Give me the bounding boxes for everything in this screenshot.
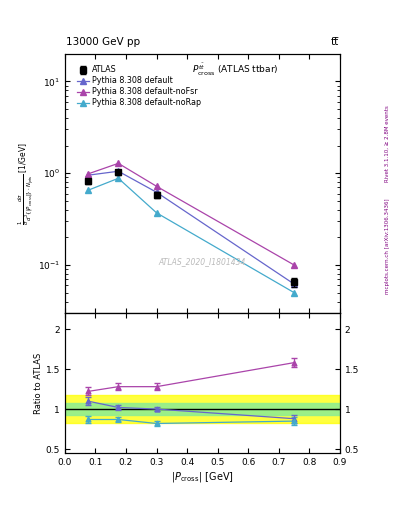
Text: $P_{\mathrm{cross}}^{t\bar{t}}$ (ATLAS ttbar): $P_{\mathrm{cross}}^{t\bar{t}}$ (ATLAS t…: [192, 61, 279, 78]
Pythia 8.308 default-noRap: [154, 210, 159, 216]
Text: Rivet 3.1.10, ≥ 2.8M events: Rivet 3.1.10, ≥ 2.8M events: [385, 105, 389, 182]
Pythia 8.308 default-noRap: [292, 290, 296, 296]
Pythia 8.308 default-noFsr: [116, 160, 121, 166]
Pythia 8.308 default: [292, 281, 296, 287]
Y-axis label: Ratio to ATLAS: Ratio to ATLAS: [34, 352, 43, 414]
Pythia 8.308 default-noRap: [85, 187, 90, 194]
Legend: ATLAS, Pythia 8.308 default, Pythia 8.308 default-noFsr, Pythia 8.308 default-no: ATLAS, Pythia 8.308 default, Pythia 8.30…: [74, 63, 204, 110]
X-axis label: $|P_{\mathrm{cross}}|$ [GeV]: $|P_{\mathrm{cross}}|$ [GeV]: [171, 470, 234, 484]
Text: 13000 GeV pp: 13000 GeV pp: [66, 37, 140, 47]
Pythia 8.308 default-noFsr: [292, 262, 296, 268]
Line: Pythia 8.308 default-noFsr: Pythia 8.308 default-noFsr: [85, 161, 297, 268]
Pythia 8.308 default: [154, 189, 159, 195]
Pythia 8.308 default-noRap: [116, 175, 121, 181]
Line: Pythia 8.308 default: Pythia 8.308 default: [85, 168, 297, 287]
Pythia 8.308 default: [85, 172, 90, 178]
Pythia 8.308 default: [116, 168, 121, 174]
Text: mcplots.cern.ch [arXiv:1306.3436]: mcplots.cern.ch [arXiv:1306.3436]: [385, 198, 389, 293]
Bar: [65, 402, 340, 415]
Text: ATLAS_2020_I1801434: ATLAS_2020_I1801434: [159, 257, 246, 266]
Y-axis label: $\frac{1}{\sigma}\frac{d\sigma}{d^2\{|P_{\mathrm{cross}}|\}\cdot N_{\mathrm{jets: $\frac{1}{\sigma}\frac{d\sigma}{d^2\{|P_…: [17, 142, 36, 225]
Bar: [65, 395, 340, 423]
Line: Pythia 8.308 default-noRap: Pythia 8.308 default-noRap: [85, 176, 297, 295]
Pythia 8.308 default-noFsr: [85, 171, 90, 177]
Text: tt̅: tt̅: [331, 37, 339, 47]
Pythia 8.308 default-noFsr: [154, 183, 159, 189]
